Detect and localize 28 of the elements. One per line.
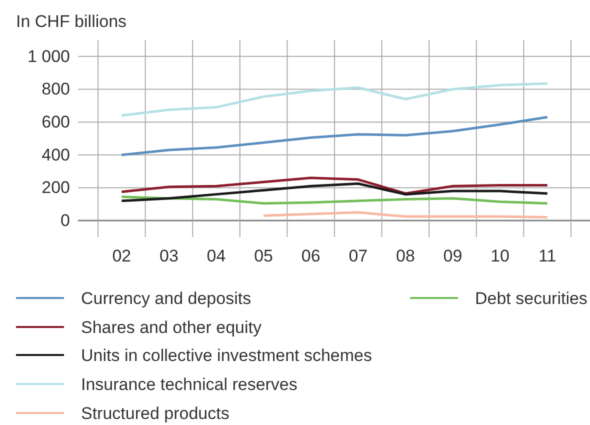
line-series (120, 182, 549, 202)
legend-label: Units in collective investment schemes (81, 346, 372, 365)
line-series (120, 82, 549, 117)
line-series (120, 176, 549, 195)
x-tick-label: 04 (206, 246, 226, 266)
x-tick-label: 05 (254, 246, 274, 266)
legend-label: Insurance technical reserves (81, 375, 298, 394)
y-tick-label: 1 000 (27, 46, 70, 66)
line-series (120, 196, 549, 205)
y-tick-label: 0 (60, 211, 70, 230)
y-tick-label: 400 (42, 145, 70, 164)
legend-label: Currency and deposits (81, 289, 252, 308)
y-tick-label: 800 (42, 80, 70, 99)
x-tick-label: 06 (301, 246, 320, 266)
legend-label: Shares and other equity (81, 318, 262, 337)
x-tick-label: 09 (443, 246, 462, 266)
x-tick-label: 10 (490, 246, 510, 266)
x-tick-label: 08 (396, 246, 415, 266)
legend-label: Structured products (81, 404, 230, 423)
x-tick-label: 07 (348, 246, 368, 266)
y-axis-title: In CHF billions (16, 12, 127, 31)
legend-label: Debt securities (475, 289, 588, 308)
y-tick-label: 600 (42, 112, 70, 132)
x-tick-label: 03 (159, 246, 178, 266)
line-series (120, 116, 549, 156)
x-tick-label: 11 (538, 246, 556, 266)
y-tick-label: 200 (42, 178, 70, 198)
x-tick-label: 02 (112, 246, 132, 266)
